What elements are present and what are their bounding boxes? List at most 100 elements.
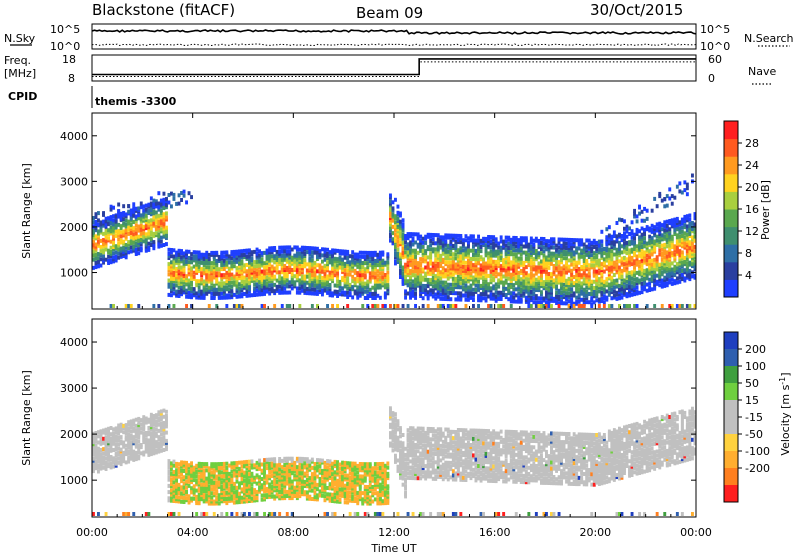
power-cell (461, 248, 465, 253)
power-cell (165, 215, 168, 220)
power-cell (441, 282, 445, 287)
power-cell (600, 272, 604, 277)
power-cell (190, 276, 193, 281)
power-cell (232, 254, 236, 258)
power-cell (665, 266, 669, 271)
power-cell (572, 238, 576, 243)
power-cell (441, 286, 445, 291)
power-cell (333, 269, 337, 274)
power-cell (142, 212, 146, 217)
power-cell (431, 241, 435, 246)
power-cell (170, 266, 173, 271)
power-cell (245, 277, 249, 282)
power-cell (361, 263, 365, 268)
power-cell (421, 251, 425, 256)
power-cell (396, 227, 400, 232)
power-cell (182, 278, 186, 283)
power-cell (346, 286, 350, 291)
power-cell (129, 249, 133, 254)
power-cell (137, 206, 141, 211)
power-cell (456, 266, 460, 271)
power-cell (454, 264, 458, 269)
power-cell (227, 270, 231, 275)
power-cell (638, 264, 641, 269)
power-cell (429, 288, 433, 293)
power-cell (658, 244, 662, 249)
power-cell (685, 214, 689, 219)
power-cell (663, 257, 667, 262)
power-cell (497, 255, 501, 260)
power-cell (456, 274, 460, 279)
power-cell (149, 201, 153, 206)
velocity-cell (127, 445, 131, 450)
power-cell (597, 244, 601, 249)
power-cell (635, 289, 639, 294)
power-cell (149, 206, 153, 210)
power-cell (534, 281, 538, 286)
velocity-cell (114, 438, 118, 443)
power-cell (265, 250, 269, 255)
power-cell (316, 275, 319, 280)
power-cell (401, 245, 405, 249)
power-cell (283, 280, 287, 285)
power-cell (595, 240, 599, 245)
power-cell (260, 251, 264, 256)
power-cell (444, 243, 448, 248)
power-cell (645, 243, 649, 248)
power-cell (162, 197, 166, 202)
power-cell (394, 224, 397, 229)
power-cell (424, 271, 428, 276)
power-cell (165, 203, 168, 208)
velocity-cell (132, 435, 136, 440)
power-cell (248, 248, 251, 253)
power-cell (310, 287, 314, 292)
velocity-cell (124, 435, 128, 440)
power-cell (630, 247, 634, 252)
velocity-cell (142, 425, 146, 430)
power-cell (394, 261, 397, 266)
power-cell (298, 247, 302, 252)
power-cell (353, 256, 357, 261)
power-cell (640, 257, 644, 262)
power-cell (154, 199, 158, 204)
power-cell (562, 239, 566, 244)
power-cell (386, 287, 390, 292)
power-cell (255, 264, 259, 268)
power-cell (336, 257, 339, 262)
power-cell (263, 281, 266, 286)
power-cell (326, 254, 329, 258)
power-cell (195, 279, 199, 284)
power-cell (517, 270, 521, 275)
velocity-cell (149, 412, 153, 417)
power-cell (502, 282, 506, 287)
power-cell (524, 236, 528, 241)
power-cell (134, 231, 138, 236)
power-cell (597, 283, 601, 288)
power-cell (117, 212, 121, 217)
power-cell (162, 243, 166, 247)
power-cell (278, 262, 282, 267)
power-cell (670, 281, 674, 286)
power-cell (504, 268, 508, 273)
power-cell (217, 254, 221, 259)
power-cell (484, 239, 488, 243)
power-cell (534, 251, 538, 256)
power-cell (361, 269, 365, 274)
velocity-cell (122, 430, 126, 435)
power-cell (597, 258, 601, 263)
power-cell (318, 263, 322, 268)
power-cell (605, 241, 609, 246)
velocity-cell (165, 443, 168, 447)
power-cell (165, 236, 168, 240)
power-cell (351, 266, 355, 271)
power-cell (265, 265, 269, 269)
power-cell (300, 274, 304, 279)
power-cell (555, 299, 558, 303)
power-cell (149, 226, 153, 231)
power-cell (401, 277, 405, 282)
power-cell (333, 258, 337, 263)
power-cell (185, 249, 188, 254)
power-cell (351, 262, 355, 267)
power-cell (421, 283, 425, 288)
